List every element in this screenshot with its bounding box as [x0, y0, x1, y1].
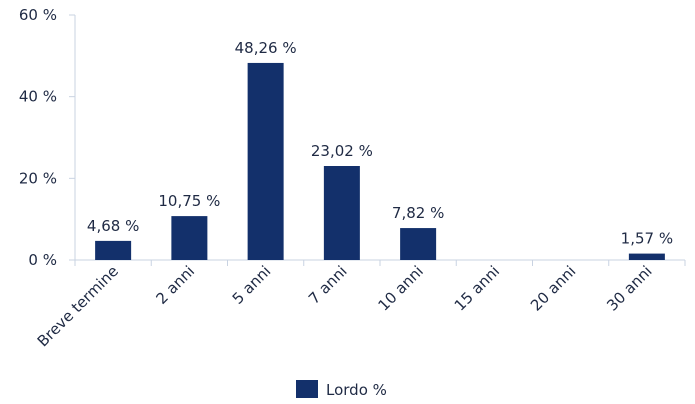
legend: Lordo % — [296, 380, 387, 399]
data-label: 7,82 % — [392, 204, 444, 222]
x-tick-label: 2 anni — [152, 262, 198, 308]
bar-2-anni — [171, 216, 208, 260]
x-tick-label: 7 anni — [305, 262, 351, 308]
data-labels: 4,68 % 10,75 % 48,26 % 23,02 % 7,82 % 1,57 % — [87, 39, 673, 248]
bar-30-anni — [628, 253, 665, 260]
x-tick-label: 15 anni — [451, 262, 503, 314]
bar-5-anni — [247, 62, 284, 261]
data-label: 1,57 % — [621, 230, 673, 248]
bars — [95, 62, 665, 261]
x-tick-label: 10 anni — [374, 262, 426, 314]
bar-breve-termine — [95, 240, 132, 260]
legend-label: Lordo % — [326, 381, 387, 399]
y-tick-label: 40 % — [19, 88, 57, 106]
bar-7-anni — [323, 166, 360, 260]
legend-swatch — [296, 380, 318, 398]
y-tick-label: 0 % — [28, 251, 57, 269]
x-tick-label: 30 anni — [603, 262, 655, 314]
y-tick-label: 60 % — [19, 6, 57, 24]
y-tick-label: 20 % — [19, 169, 57, 187]
bar-10-anni — [400, 228, 437, 260]
data-label: 48,26 % — [235, 39, 297, 57]
data-label: 10,75 % — [158, 192, 220, 210]
x-tick-label: 20 anni — [527, 262, 579, 314]
data-label: 4,68 % — [87, 217, 139, 235]
x-tick-label: Breve termine — [34, 262, 122, 350]
data-label: 23,02 % — [311, 142, 373, 160]
x-tick-label: 5 anni — [229, 262, 275, 308]
